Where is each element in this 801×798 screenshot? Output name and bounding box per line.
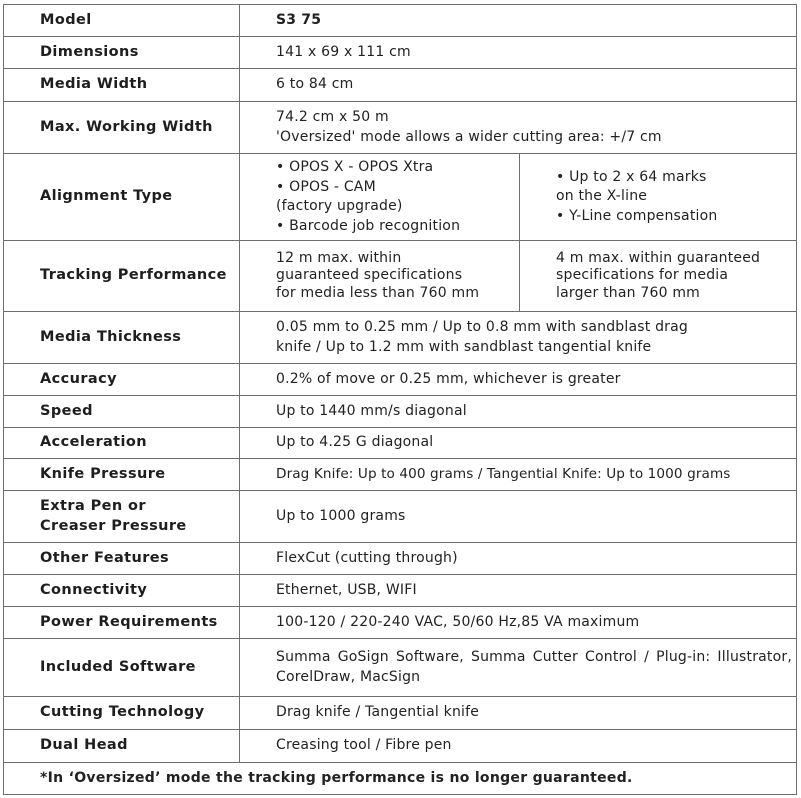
value-dimensions: 141 x 69 x 111 cm bbox=[239, 36, 797, 69]
value-line: specifications for media bbox=[556, 267, 729, 284]
value-line: • Barcode job recognition bbox=[276, 217, 461, 234]
label-acceleration: Acceleration bbox=[3, 427, 240, 459]
row-media-width: Media Width 6 to 84 cm bbox=[3, 68, 797, 102]
label-tracking-performance: Tracking Performance bbox=[3, 240, 240, 312]
label-power-requirements: Power Requirements bbox=[3, 606, 240, 639]
label-media-width: Media Width bbox=[3, 68, 240, 102]
value-knife-pressure: Drag Knife: Up to 400 grams / Tangential… bbox=[239, 458, 797, 491]
value-line: • OPOS - CAM bbox=[276, 178, 376, 195]
label-knife-pressure: Knife Pressure bbox=[3, 458, 240, 491]
value-tracking-left: 12 m max. within guaranteed specificatio… bbox=[239, 240, 520, 312]
label-alignment-type: Alignment Type bbox=[3, 153, 240, 241]
value-dual-head: Creasing tool / Fibre pen bbox=[239, 729, 797, 763]
row-accuracy: Accuracy 0.2% of move or 0.25 mm, whiche… bbox=[3, 363, 797, 396]
value-media-width: 6 to 84 cm bbox=[239, 68, 797, 102]
label-model: Model bbox=[3, 4, 240, 37]
value-cutting-technology: Drag knife / Tangential knife bbox=[239, 696, 797, 730]
value-line: (factory upgrade) bbox=[276, 198, 403, 214]
row-max-working-width: Max. Working Width 74.2 cm x 50 m 'Overs… bbox=[3, 101, 797, 154]
value-tracking-right: 4 m max. within guaranteed specification… bbox=[519, 240, 797, 312]
value-line: 74.2 cm x 50 m bbox=[276, 109, 389, 125]
label-accuracy: Accuracy bbox=[3, 363, 240, 396]
value-line: 12 m max. within bbox=[276, 249, 402, 266]
label-max-working-width: Max. Working Width bbox=[3, 101, 240, 154]
row-speed: Speed Up to 1440 mm/s diagonal bbox=[3, 395, 797, 428]
spec-table: Model S3 75 Dimensions 141 x 69 x 111 cm… bbox=[3, 4, 797, 795]
row-connectivity: Connectivity Ethernet, USB, WIFI bbox=[3, 574, 797, 607]
row-model: Model S3 75 bbox=[3, 4, 797, 37]
row-other-features: Other Features FlexCut (cutting through) bbox=[3, 542, 797, 575]
row-tracking-performance: Tracking Performance 12 m max. within gu… bbox=[3, 240, 797, 312]
value-line: • Y-Line compensation bbox=[556, 207, 718, 224]
row-footnote: *In ‘Oversized’ mode the tracking perfor… bbox=[3, 762, 797, 795]
value-line: • OPOS X - OPOS Xtra bbox=[276, 159, 434, 175]
label-media-thickness: Media Thickness bbox=[3, 311, 240, 364]
value-line: 'Oversized' mode allows a wider cutting … bbox=[276, 128, 662, 145]
value-line: guaranteed specifications bbox=[276, 267, 463, 284]
row-dimensions: Dimensions 141 x 69 x 111 cm bbox=[3, 36, 797, 69]
label-cutting-technology: Cutting Technology bbox=[3, 696, 240, 730]
label-extra-pen-pressure: Extra Pen or Creaser Pressure bbox=[3, 490, 240, 543]
value-line: larger than 760 mm bbox=[556, 284, 700, 301]
value-power-requirements: 100-120 / 220-240 VAC, 50/60 Hz,85 VA ma… bbox=[239, 606, 797, 639]
label-dual-head: Dual Head bbox=[3, 729, 240, 763]
value-line: for media less than 760 mm bbox=[276, 284, 480, 301]
value-model: S3 75 bbox=[239, 4, 797, 37]
label-included-software: Included Software bbox=[3, 638, 240, 697]
label-connectivity: Connectivity bbox=[3, 574, 240, 607]
value-max-working-width: 74.2 cm x 50 m 'Oversized' mode allows a… bbox=[239, 101, 797, 154]
value-line: on the X-line bbox=[556, 188, 648, 205]
value-accuracy: 0.2% of move or 0.25 mm, whichever is gr… bbox=[239, 363, 797, 396]
label-dimensions: Dimensions bbox=[3, 36, 240, 69]
row-media-thickness: Media Thickness 0.05 mm to 0.25 mm / Up … bbox=[3, 311, 797, 364]
label-speed: Speed bbox=[3, 395, 240, 428]
value-speed: Up to 1440 mm/s diagonal bbox=[239, 395, 797, 428]
value-connectivity: Ethernet, USB, WIFI bbox=[239, 574, 797, 607]
value-acceleration: Up to 4.25 G diagonal bbox=[239, 427, 797, 459]
row-cutting-technology: Cutting Technology Drag knife / Tangenti… bbox=[3, 696, 797, 730]
value-line: knife / Up to 1.2 mm with sandblast tang… bbox=[276, 338, 652, 355]
row-dual-head: Dual Head Creasing tool / Fibre pen bbox=[3, 729, 797, 763]
value-line: • Up to 2 x 64 marks bbox=[556, 168, 707, 185]
value-line: 0.05 mm to 0.25 mm / Up to 0.8 mm with s… bbox=[276, 319, 688, 335]
value-other-features: FlexCut (cutting through) bbox=[239, 542, 797, 575]
row-alignment-type: Alignment Type • OPOS X - OPOS Xtra • OP… bbox=[3, 153, 797, 241]
row-acceleration: Acceleration Up to 4.25 G diagonal bbox=[3, 427, 797, 459]
value-alignment-left: • OPOS X - OPOS Xtra • OPOS - CAM (facto… bbox=[239, 153, 520, 241]
row-included-software: Included Software Summa GoSign Software,… bbox=[3, 638, 797, 697]
value-line: 4 m max. within guaranteed bbox=[556, 249, 761, 266]
row-extra-pen-pressure: Extra Pen or Creaser Pressure Up to 1000… bbox=[3, 490, 797, 543]
footnote: *In ‘Oversized’ mode the tracking perfor… bbox=[3, 762, 797, 795]
label-line: Extra Pen or bbox=[40, 498, 146, 514]
label-line: Creaser Pressure bbox=[40, 517, 187, 534]
value-alignment-right: • Up to 2 x 64 marks on the X-line • Y-L… bbox=[519, 153, 797, 241]
value-extra-pen-pressure: Up to 1000 grams bbox=[239, 490, 797, 543]
row-power-requirements: Power Requirements 100-120 / 220-240 VAC… bbox=[3, 606, 797, 639]
value-media-thickness: 0.05 mm to 0.25 mm / Up to 0.8 mm with s… bbox=[239, 311, 797, 364]
row-knife-pressure: Knife Pressure Drag Knife: Up to 400 gra… bbox=[3, 458, 797, 491]
label-other-features: Other Features bbox=[3, 542, 240, 575]
value-included-software: Summa GoSign Software, Summa Cutter Cont… bbox=[239, 638, 797, 697]
